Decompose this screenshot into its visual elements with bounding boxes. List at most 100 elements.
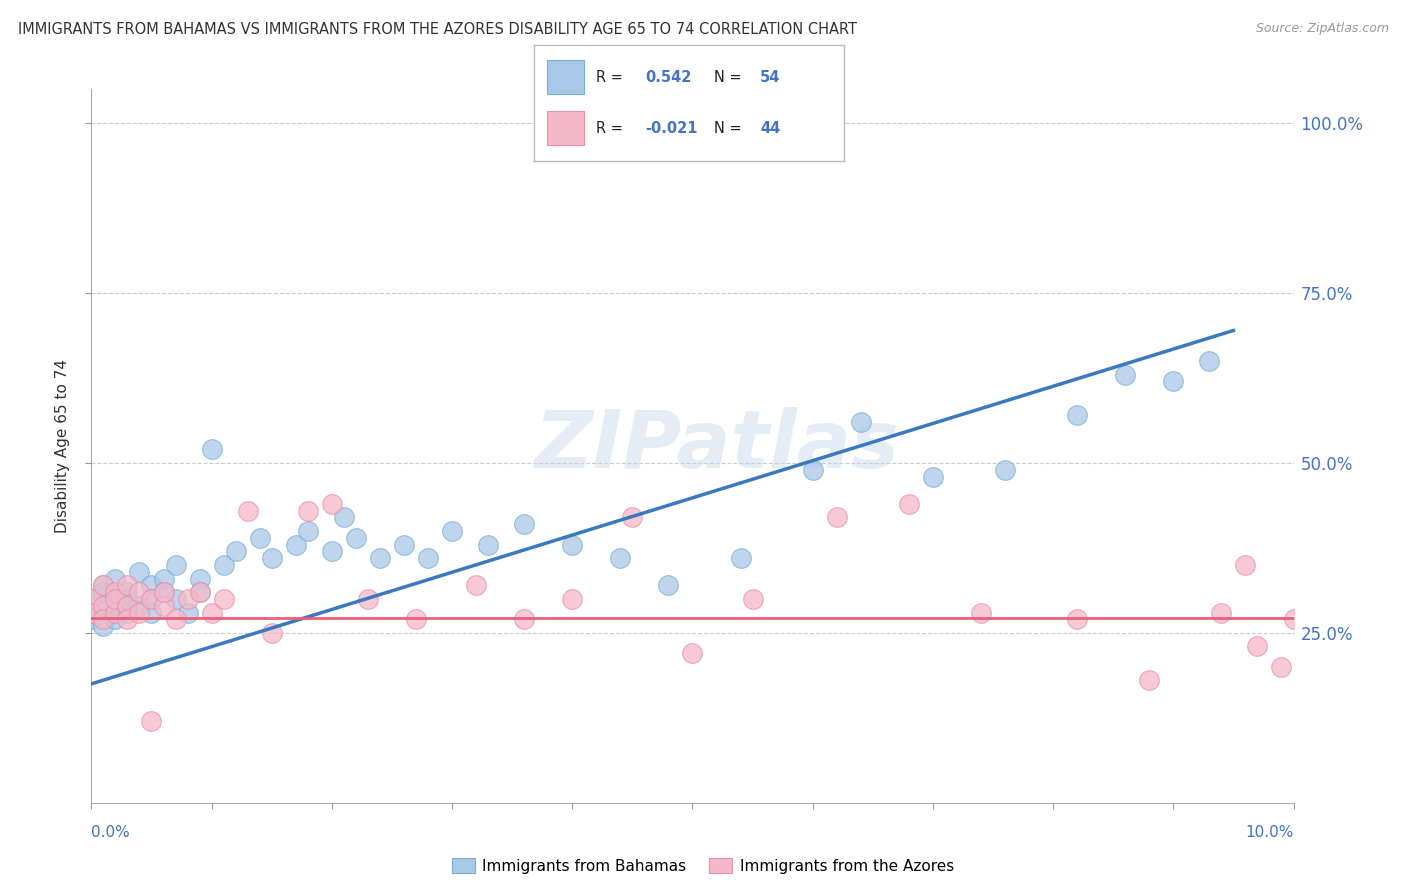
Point bbox=[201, 606, 224, 620]
Point bbox=[117, 599, 139, 613]
Point bbox=[141, 714, 163, 729]
Point bbox=[1211, 606, 1233, 620]
Point bbox=[284, 537, 307, 551]
Point bbox=[104, 572, 127, 586]
Point bbox=[681, 646, 703, 660]
Point bbox=[405, 612, 427, 626]
Point bbox=[1137, 673, 1160, 688]
Point bbox=[93, 599, 115, 613]
Point bbox=[1066, 409, 1088, 423]
Point bbox=[128, 606, 150, 620]
Point bbox=[825, 510, 848, 524]
Point bbox=[741, 591, 763, 606]
Text: N =: N = bbox=[714, 70, 747, 85]
Point bbox=[1198, 354, 1220, 368]
Point bbox=[994, 463, 1017, 477]
Point bbox=[333, 510, 356, 524]
Point bbox=[249, 531, 271, 545]
Point bbox=[225, 544, 247, 558]
Point bbox=[93, 578, 115, 592]
Point bbox=[152, 572, 174, 586]
Point bbox=[176, 591, 198, 606]
Point bbox=[141, 591, 163, 606]
Point bbox=[152, 585, 174, 599]
Point bbox=[141, 591, 163, 606]
Point bbox=[188, 585, 211, 599]
Point bbox=[621, 510, 644, 524]
Point bbox=[80, 591, 103, 606]
Text: Source: ZipAtlas.com: Source: ZipAtlas.com bbox=[1256, 22, 1389, 36]
Point bbox=[93, 612, 115, 626]
Point bbox=[392, 537, 415, 551]
FancyBboxPatch shape bbox=[547, 111, 583, 145]
Point bbox=[236, 503, 259, 517]
Text: R =: R = bbox=[596, 70, 627, 85]
Point bbox=[128, 565, 150, 579]
Point bbox=[1234, 558, 1257, 572]
Point bbox=[1246, 640, 1268, 654]
Point bbox=[260, 626, 283, 640]
Point bbox=[152, 599, 174, 613]
Point bbox=[80, 591, 103, 606]
Point bbox=[922, 469, 945, 483]
Point bbox=[465, 578, 488, 592]
Text: 54: 54 bbox=[761, 70, 780, 85]
Point bbox=[1066, 612, 1088, 626]
Point bbox=[117, 578, 139, 592]
Point bbox=[104, 606, 127, 620]
Point bbox=[1161, 375, 1184, 389]
Point bbox=[212, 558, 235, 572]
Point bbox=[1282, 612, 1305, 626]
Point bbox=[801, 463, 824, 477]
Text: 0.0%: 0.0% bbox=[91, 825, 131, 839]
Point bbox=[80, 612, 103, 626]
Point bbox=[657, 578, 679, 592]
Point bbox=[260, 551, 283, 566]
Point bbox=[561, 537, 583, 551]
Point bbox=[117, 591, 139, 606]
Point bbox=[104, 591, 127, 606]
Point bbox=[368, 551, 391, 566]
Y-axis label: Disability Age 65 to 74: Disability Age 65 to 74 bbox=[55, 359, 70, 533]
Point bbox=[117, 612, 139, 626]
Point bbox=[609, 551, 631, 566]
Text: 10.0%: 10.0% bbox=[1246, 825, 1294, 839]
Point bbox=[561, 591, 583, 606]
Point bbox=[357, 591, 380, 606]
Point bbox=[513, 517, 536, 532]
Point bbox=[344, 531, 367, 545]
Point bbox=[849, 415, 872, 429]
Point bbox=[321, 544, 343, 558]
Point bbox=[93, 599, 115, 613]
Text: 44: 44 bbox=[761, 120, 780, 136]
Point bbox=[165, 558, 187, 572]
Point bbox=[117, 585, 139, 599]
Point bbox=[1114, 368, 1136, 382]
Text: 0.542: 0.542 bbox=[645, 70, 692, 85]
Point bbox=[104, 606, 127, 620]
Point bbox=[117, 606, 139, 620]
Point bbox=[1270, 660, 1292, 674]
Text: -0.021: -0.021 bbox=[645, 120, 699, 136]
Point bbox=[128, 599, 150, 613]
Point bbox=[297, 524, 319, 538]
Point bbox=[93, 585, 115, 599]
Point bbox=[297, 503, 319, 517]
Legend: Immigrants from Bahamas, Immigrants from the Azores: Immigrants from Bahamas, Immigrants from… bbox=[446, 852, 960, 880]
Point bbox=[141, 606, 163, 620]
Point bbox=[104, 612, 127, 626]
Point bbox=[212, 591, 235, 606]
Text: N =: N = bbox=[714, 120, 747, 136]
Point bbox=[477, 537, 499, 551]
Point bbox=[416, 551, 439, 566]
Point bbox=[188, 572, 211, 586]
Point bbox=[80, 606, 103, 620]
Point bbox=[513, 612, 536, 626]
Point bbox=[176, 606, 198, 620]
Text: IMMIGRANTS FROM BAHAMAS VS IMMIGRANTS FROM THE AZORES DISABILITY AGE 65 TO 74 CO: IMMIGRANTS FROM BAHAMAS VS IMMIGRANTS FR… bbox=[18, 22, 858, 37]
Point bbox=[93, 619, 115, 633]
Text: R =: R = bbox=[596, 120, 627, 136]
Point bbox=[141, 578, 163, 592]
Point bbox=[188, 585, 211, 599]
Point bbox=[730, 551, 752, 566]
